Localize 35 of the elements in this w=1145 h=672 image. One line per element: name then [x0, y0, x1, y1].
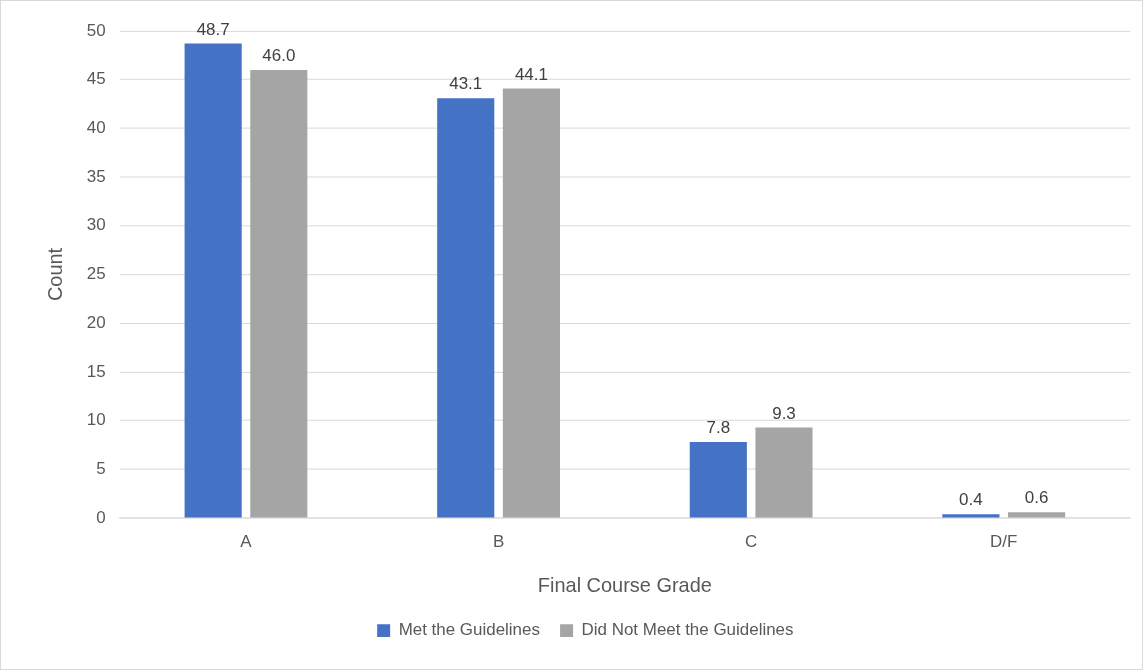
y-axis-title: Count	[44, 247, 67, 302]
data-label: 44.1	[514, 64, 548, 84]
y-tick-label: 5	[96, 459, 106, 479]
x-tick-label: C	[745, 531, 758, 551]
x-axis-title: Final Course Grade	[537, 573, 712, 596]
bar	[942, 514, 1000, 518]
y-tick-label: 50	[86, 20, 106, 40]
y-tick-label: 45	[86, 69, 106, 89]
bar	[1008, 512, 1066, 518]
y-tick-label: 15	[86, 361, 106, 381]
y-tick-label: 35	[86, 166, 106, 186]
y-tick-label: 10	[86, 410, 106, 430]
bar	[184, 43, 242, 518]
bar	[250, 69, 308, 518]
x-tick-label: A	[240, 531, 253, 551]
bar	[689, 442, 747, 518]
bar	[755, 427, 813, 518]
data-label: 43.1	[449, 74, 483, 94]
data-label: 0.4	[959, 490, 983, 510]
data-label: 48.7	[196, 19, 230, 39]
x-tick-label: B	[492, 531, 505, 551]
data-label: 0.6	[1024, 488, 1049, 508]
y-tick-label: 40	[86, 118, 106, 138]
data-label: 7.8	[706, 418, 731, 438]
bar	[437, 98, 495, 518]
bar	[502, 88, 560, 518]
y-tick-label: 20	[86, 312, 106, 332]
y-tick-label: 30	[86, 215, 106, 235]
legend-label: Did Not Meet the Guidelines	[581, 620, 794, 640]
y-tick-label: 25	[86, 264, 106, 284]
legend-label: Met the Guidelines	[398, 620, 540, 640]
data-label: 46.0	[262, 46, 296, 66]
y-tick-label: 0	[96, 507, 106, 527]
data-label: 9.3	[772, 403, 796, 423]
x-tick-label: D/F	[990, 531, 1018, 551]
